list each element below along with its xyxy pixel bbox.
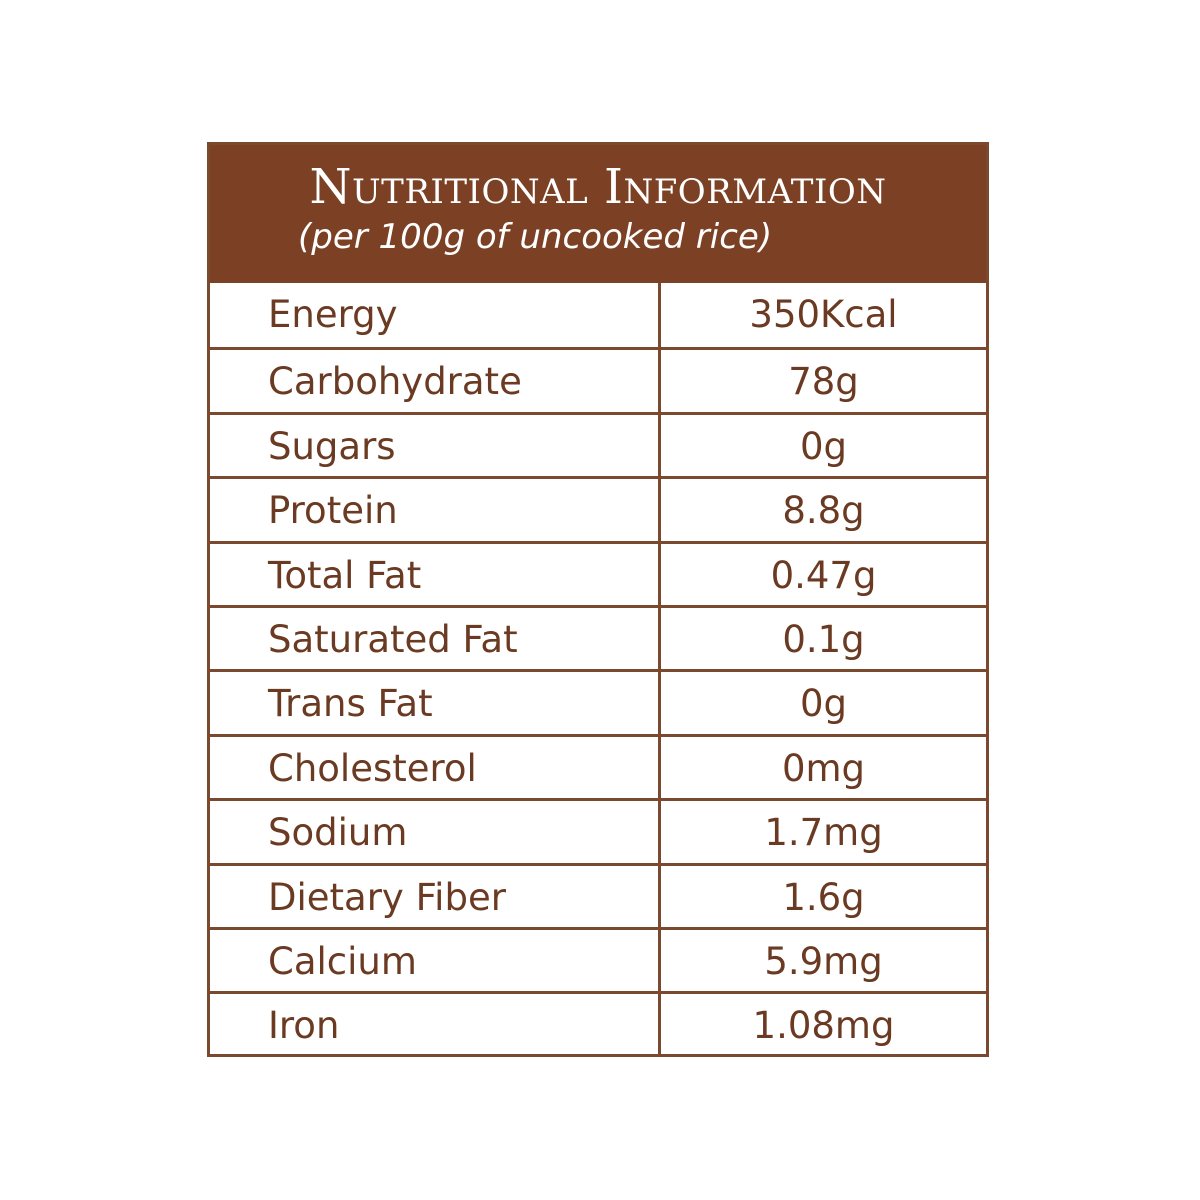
column-divider bbox=[658, 283, 661, 1054]
nutrient-amount: 0g bbox=[799, 424, 848, 468]
table-row: Carbohydrate 78g bbox=[210, 347, 986, 411]
nutrient-name: Saturated Fat bbox=[268, 617, 518, 661]
nutrient-name: Carbohydrate bbox=[268, 360, 522, 404]
nutrient-name: Protein bbox=[268, 489, 398, 533]
nutrient-amount: 0.1g bbox=[782, 617, 865, 661]
table-row: Energy 350Kcal bbox=[210, 283, 986, 347]
nutrient-amount: 350Kcal bbox=[749, 293, 898, 336]
table-row: Trans Fat 0g bbox=[210, 669, 986, 733]
nutrient-name: Total Fat bbox=[268, 553, 422, 597]
nutrient-name: Iron bbox=[268, 1004, 340, 1048]
table-row: Total Fat 0.47g bbox=[210, 540, 986, 605]
table: Energy 350Kcal Carbohydrate 78g Sugars 0g Prot… bbox=[210, 283, 986, 1056]
nutrient-name: Energy bbox=[268, 293, 398, 336]
nutrient-amount: 0mg bbox=[781, 746, 866, 790]
header: Nutritional Information (per 100g of unc… bbox=[210, 145, 986, 283]
table-row: Calcium 5.9mg bbox=[210, 926, 986, 991]
nutrient-amount: 0g bbox=[799, 682, 848, 726]
subtitle: (per 100g of uncooked rice) bbox=[298, 217, 773, 257]
nutrient-amount: 8.8g bbox=[782, 489, 865, 533]
nutrient-amount: 78g bbox=[788, 360, 859, 404]
nutrient-name: Cholesterol bbox=[268, 746, 477, 790]
nutrient-amount: 1.08mg bbox=[752, 1004, 895, 1048]
table-row: Iron 1.08mg bbox=[210, 991, 986, 1055]
table-row: Sodium 1.7mg bbox=[210, 798, 986, 862]
nutrient-amount: 1.7mg bbox=[764, 811, 883, 855]
table-row: Dietary Fiber 1.6g bbox=[210, 862, 986, 927]
nutrient-name: Dietary Fiber bbox=[268, 875, 506, 919]
nutrition-panel: Nutritional Information (per 100g of unc… bbox=[207, 142, 989, 1057]
table-row: Protein 8.8g bbox=[210, 476, 986, 540]
title: Nutritional Information bbox=[309, 159, 887, 215]
nutrient-name: Sodium bbox=[268, 811, 408, 855]
table-row: Cholesterol 0mg bbox=[210, 733, 986, 798]
nutrient-name: Sugars bbox=[268, 424, 396, 468]
table-row: Saturated Fat 0.1g bbox=[210, 604, 986, 669]
nutrient-amount: 5.9mg bbox=[764, 939, 883, 983]
nutrient-amount: 1.6g bbox=[782, 875, 865, 919]
nutrient-name: Trans Fat bbox=[268, 682, 433, 726]
table-row: Sugars 0g bbox=[210, 411, 986, 476]
nutrient-name: Calcium bbox=[268, 939, 417, 983]
nutrient-amount: 0.47g bbox=[770, 553, 877, 597]
